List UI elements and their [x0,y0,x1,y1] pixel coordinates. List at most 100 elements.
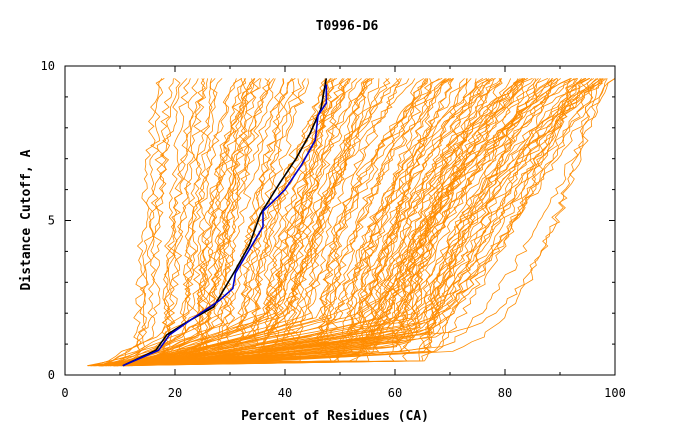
model-line [124,78,537,367]
model-line [106,78,249,367]
x-tick-label: 20 [168,386,182,400]
model-line [116,78,539,367]
model-lines [87,78,616,367]
model-line [113,78,572,367]
model-line [112,78,455,367]
x-tick-label: 80 [498,386,512,400]
model-line [99,78,163,367]
model-line [100,78,255,367]
model-line [98,78,605,367]
model-line [124,78,331,367]
model-line [112,78,607,367]
model-line [127,78,446,367]
model-line [120,78,335,367]
model-line [128,78,601,367]
model-line [91,78,597,367]
model-line [94,78,465,367]
model-line [117,78,616,367]
model-line [94,78,326,367]
model-line [100,78,256,367]
model-line [126,78,425,367]
model-line [95,78,426,367]
model-line [109,78,206,367]
chart-title: T0996-D6 [316,19,379,34]
model-line [121,78,429,367]
model-line [91,78,400,367]
highlight-line-blue [122,84,328,367]
model-line [90,78,502,367]
model-line [114,78,362,367]
model-line [121,78,608,367]
model-line [124,78,306,367]
model-line [123,78,484,367]
model-line [105,78,523,367]
model-line [115,78,416,367]
x-tick-label: 100 [604,386,626,400]
model-line [95,78,440,367]
y-tick-label: 5 [48,214,55,228]
model-line [119,78,557,367]
model-line [122,78,578,367]
model-line [121,78,223,367]
model-line [124,78,191,367]
model-line [110,78,443,367]
model-line [116,78,401,367]
ticks: 0 20 40 60 80 100 0 5 10 [41,59,626,400]
highlight-lines [122,78,328,367]
model-line [124,78,275,367]
model-line [102,78,165,367]
y-tick-label: 0 [48,368,55,382]
model-line [110,78,524,367]
model-line [91,78,345,367]
model-line [108,78,296,367]
model-line [100,78,586,367]
model-line [116,78,181,367]
model-line [117,78,293,367]
model-line [110,78,276,367]
model-line [121,78,213,367]
model-line [101,78,367,367]
model-line [108,78,349,367]
model-line [113,78,590,367]
model-line [112,78,260,367]
model-line [119,78,218,367]
model-line [123,78,244,367]
model-line [123,78,247,367]
model-line [101,78,502,367]
y-tick-label: 10 [41,59,55,73]
model-line [116,78,390,367]
model-line [98,78,243,367]
model-line [99,78,599,367]
model-line [115,78,554,367]
model-line [87,78,174,367]
model-line [123,78,616,367]
model-line [113,78,284,367]
model-line [116,78,332,367]
model-line [111,78,199,367]
model-line [107,78,603,367]
model-line [123,78,271,367]
model-line [92,78,503,367]
model-line [91,78,451,367]
model-line [114,78,468,367]
x-axis-label: Percent of Residues (CA) [241,409,429,424]
model-line [93,78,207,367]
y-axis-label: Distance Cutoff, A [19,149,34,290]
model-line [94,78,572,367]
model-line [112,78,371,367]
model-line [98,78,525,367]
model-line [126,78,429,367]
model-line [88,78,402,367]
model-line [131,78,477,367]
model-line [117,78,525,367]
model-line [114,78,309,367]
model-line [128,78,533,367]
model-line [130,78,603,367]
model-line [130,78,454,367]
model-line [124,78,591,367]
model-line [117,78,447,367]
model-line [106,78,337,367]
x-tick-label: 40 [278,386,292,400]
model-line [101,78,490,367]
